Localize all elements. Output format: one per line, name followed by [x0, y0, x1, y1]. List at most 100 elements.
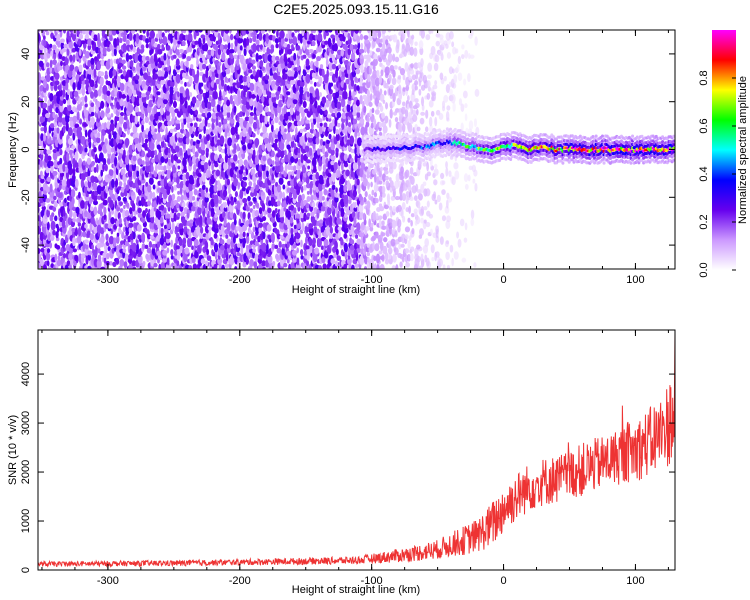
spectrogram-cell — [109, 43, 113, 51]
spectrogram-cell — [214, 153, 219, 162]
spectrogram-cell — [160, 79, 166, 86]
spectrogram-cell — [225, 68, 231, 75]
spectrogram-cell — [198, 37, 202, 48]
spectrogram-cell — [84, 103, 88, 108]
spectrogram-cell — [334, 224, 340, 234]
spectrogram-cell — [381, 192, 386, 198]
spectrogram-cell — [43, 39, 47, 47]
spectrogram-cell — [151, 243, 157, 249]
spectrogram-cell — [381, 30, 386, 35]
spectrogram-cell — [418, 40, 424, 50]
spectrogram-cell — [402, 74, 406, 81]
spectrogram-cell — [290, 76, 295, 81]
spectrogram-cell — [89, 233, 95, 241]
spectrogram-cell — [267, 213, 273, 218]
spectrogram-cell — [137, 54, 142, 62]
spectrogram-cell — [436, 194, 441, 203]
spectrogram-cell — [123, 234, 129, 240]
spectrogram-cell — [285, 33, 289, 39]
spectrogram-cell — [238, 151, 242, 159]
spectrogram-cell — [91, 40, 95, 46]
spectrogram-cell — [356, 105, 361, 113]
spectrogram-cell — [180, 128, 185, 134]
spectrogram-cell — [284, 128, 287, 133]
spectrogram-cell — [54, 72, 60, 80]
spectrogram-cell — [66, 260, 71, 267]
spectrogram-cell — [322, 263, 327, 269]
spectrogram-cell — [137, 234, 142, 240]
spectrogram-cell — [96, 163, 99, 173]
spectrogram-cell — [315, 59, 319, 68]
spectrogram-cell — [268, 77, 272, 86]
spectrogram-cell — [290, 177, 295, 188]
spectrogram-cell — [141, 216, 146, 224]
spectrogram-cell — [166, 169, 172, 176]
spectrogram-cell — [290, 89, 294, 99]
spectrogram-cell — [222, 118, 228, 125]
spectrogram-cell — [255, 119, 259, 124]
spectrogram-cell — [104, 73, 109, 80]
spectrogram-cell — [66, 88, 70, 96]
spectrogram-cell — [404, 62, 409, 72]
spectrogram-cell — [170, 153, 174, 164]
spectrogram-cell — [425, 34, 431, 41]
spectrogram-cell — [387, 30, 392, 33]
spectrogram-cell — [292, 99, 298, 105]
spectrogram-cell — [122, 132, 126, 138]
spectrogram-cell — [262, 216, 267, 222]
spectrogram-cell — [200, 258, 206, 265]
spectrogram-cell — [106, 95, 112, 104]
spectrogram-cell — [106, 113, 111, 118]
spectrogram-cell — [411, 74, 417, 81]
spectrogram-cell — [349, 245, 355, 251]
spectrogram-cell — [183, 49, 188, 55]
spectrogram-cell — [404, 169, 410, 179]
spectrogram-cell — [132, 216, 137, 222]
spectrogram-cell — [351, 62, 355, 73]
spectrogram-cell — [251, 209, 256, 219]
spectrogram-cell — [224, 263, 230, 268]
spectrogram-cell — [411, 227, 415, 235]
spectrogram-cell — [409, 196, 414, 202]
spectrogram-cell — [200, 148, 206, 156]
spectrogram-cell — [270, 123, 274, 133]
spectrogram-cell — [362, 212, 366, 221]
spectrogram-cell — [167, 65, 171, 71]
spectrogram-cell — [283, 104, 287, 114]
spectrogram-cell — [87, 38, 93, 47]
spectrogram-cell — [314, 74, 320, 80]
spectrogram-cell — [214, 59, 219, 66]
spectrogram-cell — [432, 84, 438, 90]
spectrogram-cell — [349, 113, 354, 119]
spectrogram-cell — [221, 62, 226, 73]
spectrogram-cell — [321, 256, 326, 264]
spectrogram-cell — [305, 159, 311, 164]
spectrogram-cell — [74, 43, 79, 52]
spectrogram-cell — [344, 180, 348, 186]
spectrogram-cell — [355, 99, 360, 107]
spectrogram-cell — [53, 201, 58, 208]
spectrogram-cell — [287, 48, 293, 55]
spectrogram-cell — [295, 232, 301, 240]
spectrogram-cell — [176, 195, 181, 202]
spectrogram-cell — [359, 118, 365, 124]
spectrogram-cell — [42, 102, 48, 109]
spectrogram-cell — [65, 81, 69, 91]
spectrogram-cell — [198, 133, 202, 140]
spectrogram-cell — [132, 155, 137, 162]
spectrogram-cell — [229, 48, 235, 54]
spectrogram-cell — [134, 106, 140, 113]
spectrogram-cell — [306, 260, 310, 267]
spectrogram-cell — [47, 265, 52, 269]
spectrogram-cell — [283, 42, 288, 48]
spectrogram-cell — [360, 111, 364, 119]
spectrogram-cell — [99, 202, 104, 209]
spectrogram-cell — [310, 194, 314, 203]
spectrogram-cell — [407, 30, 410, 38]
spectrogram-cell — [315, 171, 320, 180]
spectrogram-cell — [134, 52, 139, 62]
spectrogram-cell — [318, 174, 324, 185]
spectrogram-cell — [342, 44, 348, 50]
spectrogram-cell — [321, 68, 325, 78]
spectrogram-cell — [378, 250, 383, 255]
